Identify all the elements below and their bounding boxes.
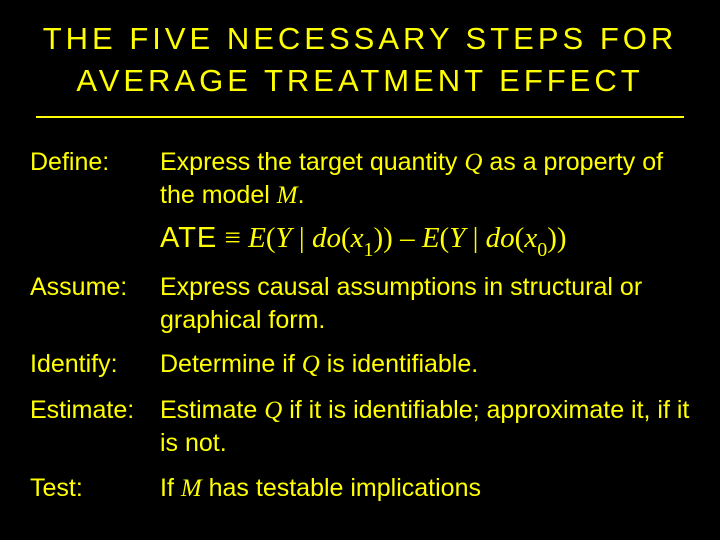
formula-rhs-bar: | — [465, 222, 485, 254]
ate-formula: ATE ≡ E(Y | do(x1)) – E(Y | do(x0)) — [160, 221, 690, 260]
estimate-Q: Q — [264, 397, 282, 424]
step-estimate: Estimate: Estimate Q if it is identifiab… — [30, 394, 690, 460]
formula-lhs-E: E — [248, 222, 266, 254]
formula-rhs-Y: Y — [449, 222, 465, 254]
define-M: M — [277, 182, 298, 209]
test-text-before: If — [160, 474, 181, 502]
step-define-label: Define: — [30, 146, 160, 179]
test-text-after: has testable implications — [202, 474, 481, 502]
formula-rhs-do: do — [486, 222, 515, 254]
step-estimate-label: Estimate: — [30, 394, 160, 427]
formula-equiv: ≡ — [217, 222, 248, 254]
formula-rhs-sub: 0 — [537, 239, 547, 261]
identify-text-after: is identifiable. — [320, 350, 478, 378]
identify-Q: Q — [302, 351, 320, 378]
formula-rhs-x: x — [524, 222, 537, 254]
formula-lhs-close: )) — [374, 222, 393, 254]
identify-text-before: Determine if — [160, 350, 302, 378]
step-estimate-desc: Estimate Q if it is identifiable; approx… — [160, 394, 690, 460]
define-text-after: . — [298, 181, 305, 209]
define-Q: Q — [464, 149, 482, 176]
step-test-desc: If M has testable implications — [160, 472, 690, 506]
formula-rhs-open: ( — [440, 222, 450, 254]
step-test-label: Test: — [30, 472, 160, 505]
formula-lhs-Y: Y — [276, 222, 292, 254]
step-identify: Identify: Determine if Q is identifiable… — [30, 348, 690, 382]
formula-ate: ATE — [160, 222, 217, 254]
step-assume-desc: Express causal assumptions in structural… — [160, 271, 690, 336]
estimate-text-before: Estimate — [160, 396, 264, 424]
step-assume-label: Assume: — [30, 271, 160, 304]
ate-formula-row: ATE ≡ E(Y | do(x1)) – E(Y | do(x0)) — [30, 221, 690, 260]
step-identify-label: Identify: — [30, 348, 160, 381]
formula-minus: – — [393, 222, 422, 254]
formula-lhs-sub: 1 — [364, 239, 374, 261]
formula-lhs-do: do — [312, 222, 341, 254]
slide-title: THE FIVE NECESSARY STEPS FOR AVERAGE TRE… — [30, 18, 690, 102]
step-assume: Assume: Express causal assumptions in st… — [30, 271, 690, 336]
define-text-before: Express the target quantity — [160, 148, 464, 176]
title-rule — [36, 116, 684, 118]
test-M: M — [181, 475, 202, 502]
step-define: Define: Express the target quantity Q as… — [30, 146, 690, 213]
formula-lhs-bar: | — [292, 222, 312, 254]
formula-lhs-x: x — [351, 222, 364, 254]
step-define-desc: Express the target quantity Q as a prope… — [160, 146, 690, 213]
formula-rhs-close: )) — [547, 222, 566, 254]
formula-lhs-open: ( — [266, 222, 276, 254]
step-identify-desc: Determine if Q is identifiable. — [160, 348, 690, 382]
step-test: Test: If M has testable implications — [30, 472, 690, 506]
formula-rhs-E: E — [422, 222, 440, 254]
